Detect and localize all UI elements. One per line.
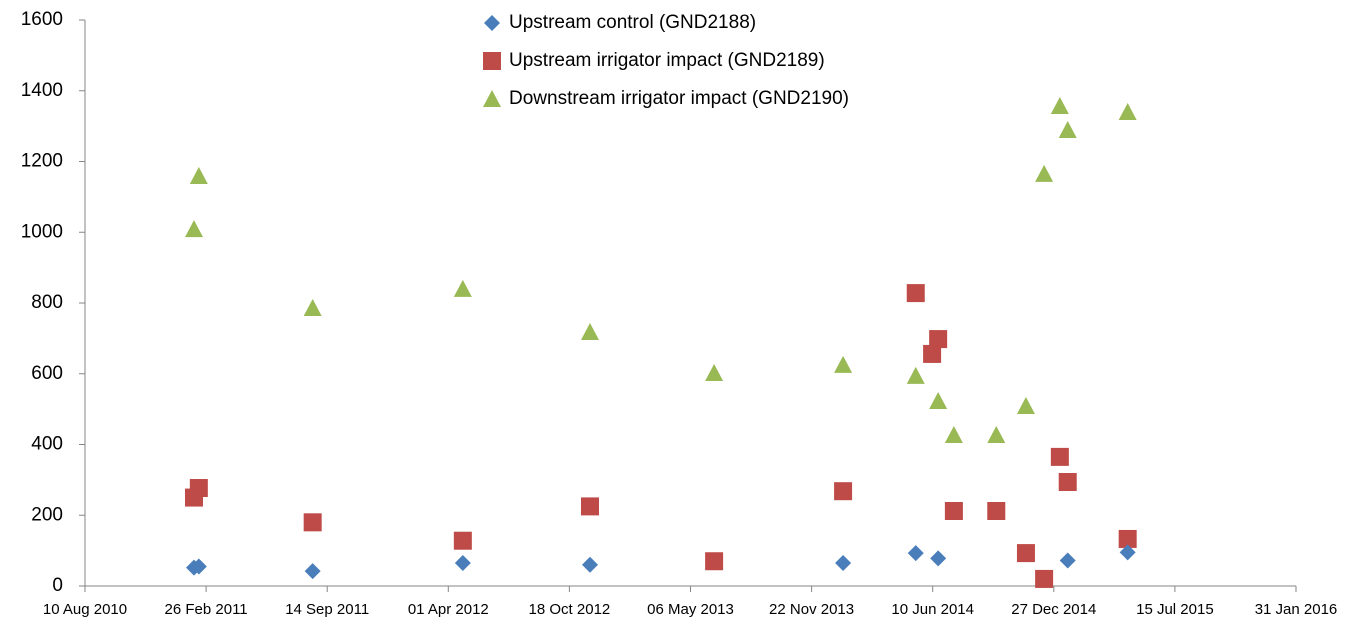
point bbox=[906, 284, 925, 303]
point bbox=[929, 391, 948, 409]
point bbox=[189, 167, 208, 185]
point bbox=[1119, 544, 1136, 561]
legend-marker bbox=[483, 90, 501, 107]
point bbox=[930, 550, 947, 567]
point bbox=[929, 330, 948, 349]
y-tick-label: 1000 bbox=[21, 221, 63, 242]
x-tick-label: 14 Sep 2011 bbox=[285, 601, 369, 618]
point bbox=[944, 502, 963, 521]
point bbox=[1035, 569, 1054, 588]
point bbox=[453, 279, 472, 297]
point bbox=[1016, 544, 1035, 563]
legend-label: Upstream irrigator impact (GND2189) bbox=[509, 50, 825, 71]
point bbox=[303, 298, 322, 316]
point bbox=[1050, 447, 1069, 466]
legend-label: Upstream control (GND2188) bbox=[509, 12, 756, 33]
point bbox=[453, 531, 472, 550]
y-tick-label: 0 bbox=[52, 575, 63, 596]
point bbox=[580, 497, 599, 516]
x-tick-label: 31 Jan 2016 bbox=[1255, 601, 1338, 618]
y-tick-label: 200 bbox=[31, 504, 63, 525]
point bbox=[907, 545, 924, 562]
x-tick-label: 26 Feb 2011 bbox=[165, 601, 248, 618]
point bbox=[1118, 529, 1137, 548]
legend-label: Downstream irrigator impact (GND2190) bbox=[509, 88, 849, 109]
point bbox=[184, 220, 203, 238]
x-tick-label: 15 Jul 2015 bbox=[1136, 601, 1214, 618]
point bbox=[987, 425, 1006, 443]
x-tick-label: 27 Dec 2014 bbox=[1011, 601, 1096, 618]
x-tick-label: 18 Oct 2012 bbox=[529, 601, 611, 618]
y-tick-label: 600 bbox=[31, 363, 63, 384]
x-tick-label: 10 Jun 2014 bbox=[891, 601, 974, 618]
y-tick-label: 1400 bbox=[21, 80, 63, 101]
x-tick-label: 10 Aug 2010 bbox=[43, 601, 127, 618]
point bbox=[1058, 472, 1077, 491]
point bbox=[454, 555, 471, 572]
point bbox=[834, 482, 853, 501]
point bbox=[580, 323, 599, 341]
point bbox=[1118, 102, 1137, 120]
point bbox=[835, 555, 852, 572]
y-tick-label: 400 bbox=[31, 434, 63, 455]
point bbox=[1059, 552, 1076, 569]
point bbox=[304, 563, 321, 580]
point bbox=[303, 513, 322, 532]
point bbox=[189, 479, 208, 498]
y-tick-label: 800 bbox=[31, 292, 63, 313]
point bbox=[1016, 396, 1035, 414]
point bbox=[834, 355, 853, 373]
x-tick-label: 06 May 2013 bbox=[647, 601, 734, 618]
point bbox=[581, 556, 598, 573]
y-tick-label: 1600 bbox=[21, 9, 63, 30]
point bbox=[1050, 96, 1069, 114]
legend-marker bbox=[484, 15, 500, 31]
x-tick-label: 22 Nov 2013 bbox=[769, 601, 854, 618]
point bbox=[190, 558, 207, 575]
y-tick-label: 1200 bbox=[21, 151, 63, 172]
point bbox=[987, 502, 1006, 521]
x-tick-label: 01 Apr 2012 bbox=[408, 601, 489, 618]
point bbox=[705, 552, 724, 571]
point bbox=[705, 364, 724, 382]
point bbox=[1058, 121, 1077, 139]
legend-marker bbox=[483, 52, 501, 70]
point bbox=[906, 366, 925, 384]
point bbox=[1035, 164, 1054, 182]
point bbox=[944, 425, 963, 443]
point bbox=[923, 344, 942, 363]
